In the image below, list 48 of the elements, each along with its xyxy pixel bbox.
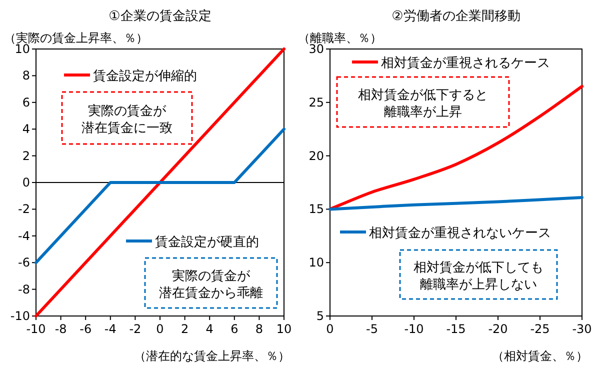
legend-label: 相対賃金が重視されるケース: [381, 55, 550, 71]
x-tick-label: -15: [446, 322, 466, 336]
x-tick-label: 0: [156, 322, 164, 336]
legend-label: 相対賃金が重視されないケース: [369, 225, 551, 241]
y-tick-label: 15: [308, 202, 324, 216]
annotation: 実際の賃金が潜在賃金から乖離: [159, 268, 263, 301]
x-tick-label: 2: [180, 322, 189, 336]
chart-title: ②労働者の企業間移動: [392, 9, 520, 24]
y-tick-label: 0: [22, 176, 30, 190]
y-tick-label: -8: [18, 282, 30, 296]
x-tick-label: 0: [326, 322, 334, 336]
x-tick-label: -20: [488, 322, 508, 336]
x-tick-label: -30: [572, 322, 592, 336]
y-tick-label: -10: [10, 309, 30, 323]
legend-label: 賃金設定が伸縮的: [93, 69, 197, 84]
x-tick-label: -4: [104, 322, 116, 336]
x-tick-label: -5: [366, 322, 378, 336]
y-tick-label: 6: [22, 95, 30, 110]
y-tick-label: 4: [22, 122, 30, 136]
legend-label: 賃金設定が硬直的: [155, 235, 259, 250]
x-tick-label: 10: [276, 322, 292, 336]
annotation: 相対賃金が低下しても離職率が上昇しない: [414, 260, 544, 292]
x-tick-label: -10: [404, 322, 424, 336]
x-tick-label: -25: [530, 322, 550, 336]
x-tick-label: 6: [230, 322, 238, 336]
y-axis-title: （実際の賃金上昇率、％）: [4, 31, 148, 45]
y-tick-label: -6: [18, 256, 30, 270]
annotation: 相対賃金が低下すると離職率が上昇: [358, 87, 488, 120]
y-tick-label: 10: [308, 256, 324, 270]
annotation: 実際の賃金が潜在賃金に一致: [82, 103, 172, 136]
y-axis-title: （離職率、％）: [298, 31, 382, 45]
x-axis-title: （相対賃金、％）: [492, 349, 588, 363]
y-tick-label: 25: [308, 95, 324, 110]
y-tick-label: 5: [316, 309, 324, 323]
x-axis-title: （潜在的な賃金上昇率、％）: [134, 349, 290, 363]
x-tick-label: 4: [206, 322, 214, 336]
chart-title: ①企業の賃金設定: [108, 9, 212, 24]
y-tick-label: 10: [14, 42, 30, 56]
y-tick-label: 20: [308, 148, 324, 163]
x-tick-label: -2: [129, 322, 142, 336]
line-series: [328, 196, 584, 211]
y-tick-label: 2: [22, 148, 30, 163]
x-tick-label: -8: [54, 322, 67, 336]
y-tick-label: -4: [18, 228, 30, 243]
y-tick-label: -2: [18, 202, 30, 216]
x-tick-label: 8: [255, 322, 264, 336]
x-tick-label: -6: [80, 322, 92, 336]
y-tick-label: 8: [22, 68, 30, 83]
